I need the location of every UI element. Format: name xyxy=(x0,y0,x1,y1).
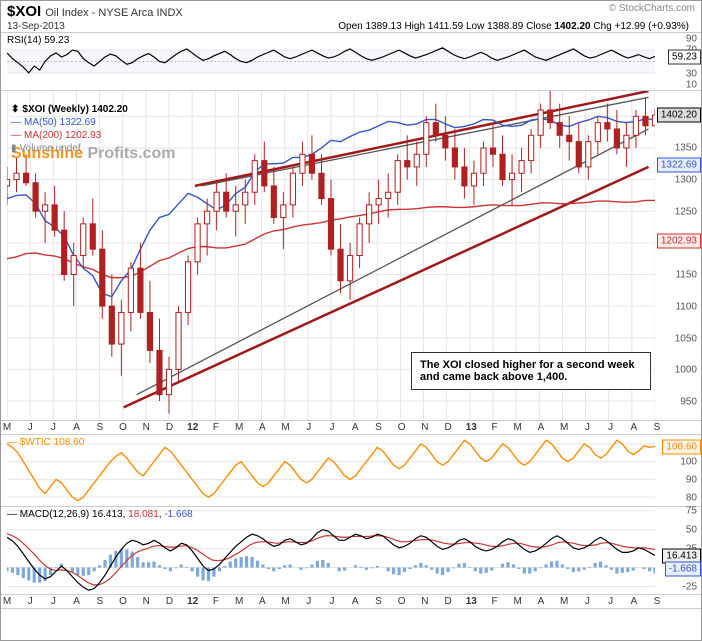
macd-panel: — MACD(12,26,9) 16.413, 18.081, -1.668 7… xyxy=(1,507,701,595)
main-legend: ⬍$XOI (Weekly) 1402.20 —MA(50) 1322.69 —… xyxy=(11,103,128,155)
wtic-chart xyxy=(7,435,655,506)
chart-date: 13-Sep-2013 xyxy=(7,21,65,32)
ticker-name: Oil Index - NYSE Arca INDX xyxy=(45,7,183,19)
wtic-label: — $WTIC 108.60 xyxy=(7,437,84,448)
rsi-y-axis: 907050301059.23 xyxy=(655,33,701,90)
time-axis-lower: MJJASOND12FMAMJJASOND13FMAMJJAS xyxy=(1,595,701,609)
attribution: © StockCharts.com xyxy=(609,3,695,14)
wtic-y-axis: 1101009080108.60 xyxy=(655,435,701,506)
macd-label: — MACD(12,26,9) 16.413, 18.081, -1.668 xyxy=(7,509,193,520)
rsi-panel: RSI(14) 59.23 907050301059.23 xyxy=(1,33,701,91)
macd-chart xyxy=(7,507,655,594)
rsi-chart xyxy=(7,33,655,90)
ohlc-readout: Open 1389.13 High 1411.59 Low 1388.89 Cl… xyxy=(338,21,689,32)
annotation-box: The XOI closed higher for a second week … xyxy=(411,352,651,390)
price-y-axis: 1400135013001250120011501100105010009501… xyxy=(655,91,701,420)
rsi-label: RSI(14) 59.23 xyxy=(7,35,69,46)
price-panel: Sunshine Profits.com ⬍$XOI (Weekly) 1402… xyxy=(1,91,701,421)
wtic-panel: — $WTIC 108.60 1101009080108.60 xyxy=(1,435,701,507)
macd-y-axis: 7550250-2516.413-1.668 xyxy=(655,507,701,594)
ticker-symbol: $XOI xyxy=(7,3,41,20)
time-axis-upper: MJJASOND12FMAMJJASOND13FMAMJJAS xyxy=(1,421,701,435)
chart-header: $XOI Oil Index - NYSE Arca INDX © StockC… xyxy=(1,1,701,33)
